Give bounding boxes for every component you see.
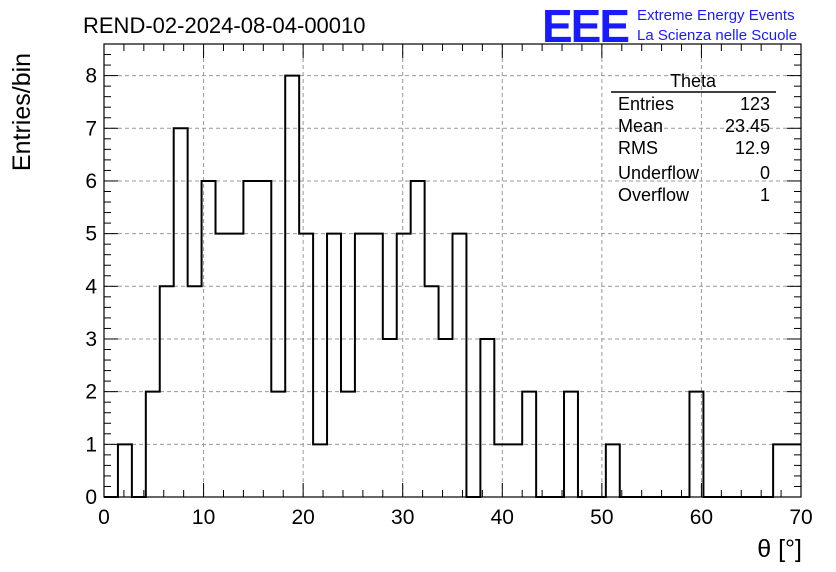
stats-title: Theta: [670, 71, 717, 91]
histogram-bin: [411, 181, 425, 497]
histogram-bin: [564, 392, 578, 497]
x-tick-label: 40: [491, 506, 514, 529]
histogram-bin: [369, 234, 383, 497]
histogram-bin: [508, 444, 522, 497]
histogram-bin: [216, 234, 230, 497]
chart-title: REND-02-2024-08-04-00010: [83, 13, 366, 38]
histogram-bin: [188, 286, 202, 497]
stats-box: Theta Entries 123 Mean 23.45 RMS 12.9 Un…: [611, 71, 776, 205]
stats-entries-label: Entries: [618, 94, 674, 114]
stats-rms-label: RMS: [618, 138, 658, 158]
histogram-bin: [229, 234, 243, 497]
stats-mean-value: 23.45: [725, 116, 770, 136]
y-tick-label: 2: [85, 381, 97, 404]
histogram-bin: [327, 234, 341, 497]
histogram-bin: [425, 286, 439, 497]
x-tick-label: 20: [291, 506, 314, 529]
logo-line-2: La Scienza nelle Scuole: [637, 27, 797, 44]
histogram-bin: [341, 392, 355, 497]
logo-line-1: Extreme Energy Events: [637, 7, 795, 24]
x-tick-label: 10: [192, 506, 215, 529]
histogram-bin: [355, 234, 369, 497]
plot-frame: [103, 43, 802, 498]
histogram-bin: [494, 444, 508, 497]
x-axis-title: θ [°]: [757, 535, 802, 563]
histogram-bin: [257, 181, 271, 497]
stats-entries-value: 123: [740, 94, 770, 114]
histogram-bin: [243, 181, 257, 497]
histogram-bin: [787, 444, 801, 497]
grid: [104, 44, 801, 497]
histogram-bins: [118, 76, 801, 497]
histogram-bin: [118, 444, 132, 497]
y-tick-label: 3: [85, 328, 97, 351]
histogram-bin: [689, 392, 703, 497]
histogram-bin: [146, 392, 160, 497]
y-tick-label: 5: [85, 223, 97, 246]
eee-logo: EEE Extreme Energy Events La Scienza nel…: [542, 0, 797, 52]
x-tick-labels: 0 10 20 30 40 50 60 70: [98, 506, 813, 529]
y-tick-label: 1: [85, 433, 97, 456]
histogram-bin: [397, 234, 411, 497]
histogram-bin: [453, 234, 467, 497]
x-tick-label: 50: [590, 506, 613, 529]
histogram-bin: [313, 444, 327, 497]
y-tick-labels: 0 1 2 3 4 5 6 7 8: [85, 65, 97, 509]
histogram-bin: [285, 76, 299, 497]
stats-underflow-value: 0: [760, 163, 770, 183]
y-tick-label: 4: [85, 275, 97, 298]
stats-overflow-value: 1: [760, 185, 770, 205]
histogram-bin: [773, 444, 787, 497]
histogram-bin: [383, 339, 397, 497]
stats-mean-label: Mean: [618, 116, 663, 136]
histogram-bin: [271, 392, 285, 497]
histogram-bin: [439, 339, 453, 497]
logo-eee-text: EEE: [542, 0, 628, 52]
stats-underflow-label: Underflow: [618, 163, 700, 183]
y-tick-label: 6: [85, 170, 97, 193]
x-tick-label: 30: [391, 506, 414, 529]
histogram-bin: [160, 286, 174, 497]
stats-rms-value: 12.9: [735, 138, 770, 158]
histogram-bin: [299, 234, 313, 497]
histogram-bin: [480, 339, 494, 497]
stats-overflow-label: Overflow: [618, 185, 690, 205]
y-axis-title: Entries/bin: [8, 53, 36, 171]
histogram-bin: [606, 444, 620, 497]
x-tick-label: 70: [789, 506, 812, 529]
y-tick-label: 0: [85, 486, 97, 509]
histogram-bin: [202, 181, 216, 497]
y-tick-label: 8: [85, 65, 97, 88]
x-tick-label: 60: [690, 506, 713, 529]
histogram-bin: [174, 128, 188, 497]
y-tick-label: 7: [85, 117, 97, 140]
histogram-bin: [522, 392, 536, 497]
x-tick-label: 0: [98, 506, 110, 529]
